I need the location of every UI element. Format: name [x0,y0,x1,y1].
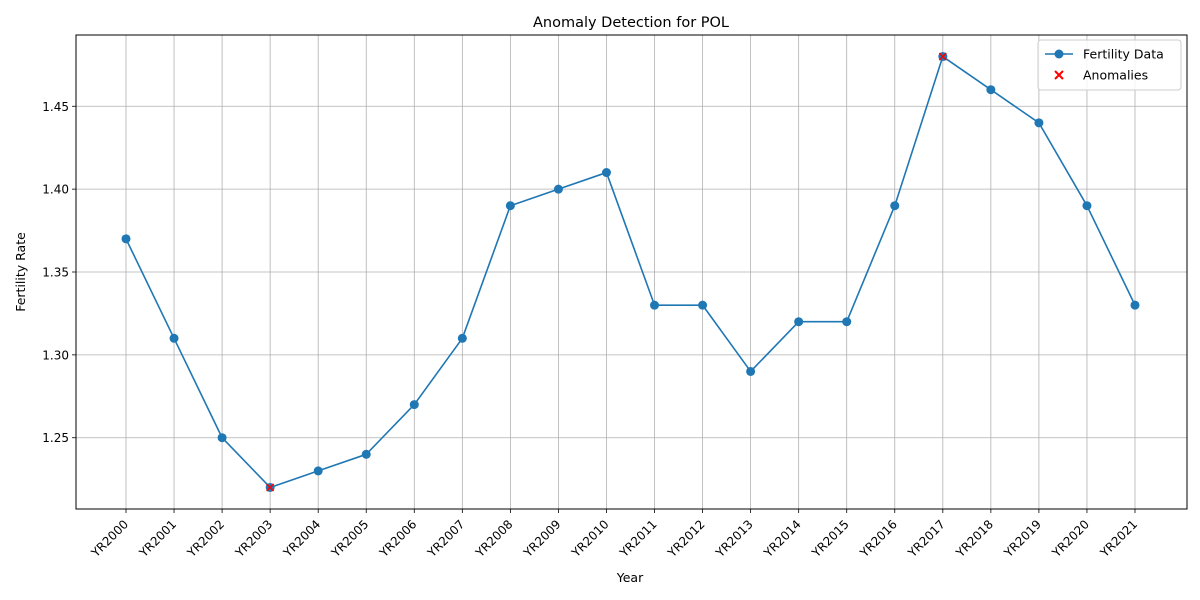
fertility-point [794,317,804,327]
y-axis-label: Fertility Rate [13,232,28,312]
x-tick-label: YR2000 [88,517,131,560]
fertility-point [217,433,227,443]
fertility-point [986,85,996,95]
fertility-line [125,55,1136,489]
legend: Fertility Data Anomalies [1037,39,1182,91]
fertility-point [650,300,660,310]
fertility-point [313,466,323,476]
y-tick-label: 1.35 [42,266,69,280]
y-tick-label: 1.45 [42,100,69,114]
x-tick-label: YR2015 [809,517,852,560]
x-tick-label: YR2007 [424,517,467,560]
x-tick-label: YR2012 [664,517,707,560]
fertility-point [1082,201,1092,211]
legend-x-marker [1054,70,1064,80]
x-tick-label: YR2020 [1049,517,1092,560]
fertility-point [601,168,611,178]
anomaly-point [266,483,275,492]
x-tick-label: YR2009 [520,517,563,560]
x-tick-label: YR2005 [328,517,371,560]
fertility-point [1130,300,1140,310]
series-layer [121,52,1140,492]
x-tick-label: YR2010 [568,517,611,560]
fertility-point [1034,118,1044,128]
fertility-point [553,184,563,194]
y-tick-label: 1.30 [42,348,69,362]
x-tick-label: YR2006 [376,517,419,560]
x-tick-label: YR2013 [712,517,755,560]
x-axis-label: Year [616,570,644,585]
fertility-point [457,333,467,343]
x-tick-label: YR2021 [1097,517,1140,560]
x-tick-label: YR2017 [905,517,948,560]
legend-box [1037,39,1182,91]
y-tick-label: 1.40 [42,183,69,197]
fertility-point [746,366,756,376]
fertility-point [121,234,131,244]
fertility-point [698,300,708,310]
fertility-point [169,333,179,343]
x-tick-label: YR2016 [857,517,900,560]
x-tick-label: YR2011 [616,517,659,560]
y-tick-label: 1.25 [42,431,69,445]
fertility-point [842,317,852,327]
x-axis-ticks: YR2000 YR2001 YR2002 YR2003 YR2004 YR2005 YR20… [88,509,1140,561]
grid-lines [76,35,1187,509]
legend-label-anomalies: Anomalies [1083,68,1148,83]
anomaly-point [938,52,947,61]
chart-title: Anomaly Detection for POL [533,15,729,31]
y-axis-ticks: 1.25 1.30 1.35 1.40 1.45 [42,100,76,445]
x-tick-label: YR2002 [184,517,227,560]
x-tick-label: YR2019 [1001,517,1044,560]
x-tick-label: YR2008 [472,517,515,560]
legend-circle-marker [1054,49,1064,59]
x-tick-label: YR2014 [760,517,803,560]
fertility-point [409,400,419,410]
fertility-point [505,201,515,211]
x-tick-label: YR2018 [953,517,996,560]
fertility-point [890,201,900,211]
fertility-point [361,449,371,459]
legend-label-fertility: Fertility Data [1083,47,1164,62]
x-tick-label: YR2004 [280,517,323,560]
x-tick-label: YR2003 [232,517,275,560]
x-tick-label: YR2001 [136,517,179,560]
